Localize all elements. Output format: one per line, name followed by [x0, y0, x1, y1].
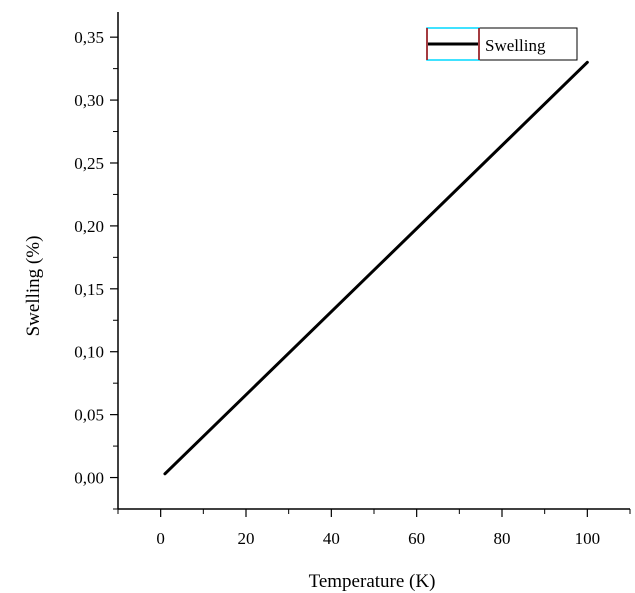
y-tick-label: 0,05 — [74, 406, 104, 425]
y-tick-label: 0,00 — [74, 469, 104, 488]
x-tick-label: 80 — [494, 529, 511, 548]
y-tick-label: 0,30 — [74, 91, 104, 110]
y-tick-label: 0,35 — [74, 28, 104, 47]
legend-label-swelling: Swelling — [485, 36, 546, 55]
series-layer — [163, 60, 589, 476]
x-tick-label: 100 — [575, 529, 601, 548]
y-tick-label: 0,20 — [74, 217, 104, 236]
x-axis-ticks: 0 20 40 60 80 100 — [117, 509, 631, 548]
y-tick-label: 0,25 — [74, 154, 104, 173]
x-tick-label: 60 — [408, 529, 425, 548]
legend: Swelling — [426, 27, 578, 61]
y-tick-label: 0,10 — [74, 343, 104, 362]
x-axis-title: Temperature (K) — [309, 571, 436, 592]
y-axis-ticks: 0,00 0,05 0,10 0,15 0,20 0,25 0,30 0,35 — [74, 28, 118, 510]
y-axis-title: Swelling (%) — [23, 236, 44, 337]
series-line-swelling — [163, 60, 589, 476]
x-tick-label: 40 — [323, 529, 340, 548]
x-tick-label: 20 — [238, 529, 255, 548]
y-tick-label: 0,15 — [74, 280, 104, 299]
x-tick-label: 0 — [156, 529, 165, 548]
plot-area — [117, 12, 630, 510]
